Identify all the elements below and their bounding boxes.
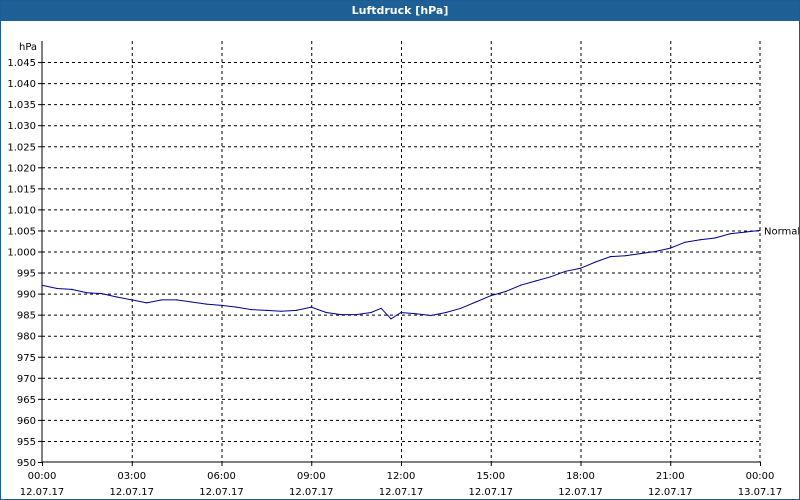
data-point	[714, 237, 716, 239]
y-axis-unit-label: hPa	[19, 42, 37, 53]
data-point	[535, 280, 537, 282]
data-point	[325, 311, 327, 314]
y-tick-label: 965	[17, 395, 36, 406]
data-point	[490, 295, 492, 297]
data-point	[684, 241, 686, 243]
data-point	[355, 314, 357, 316]
data-point	[609, 256, 612, 258]
data-point	[131, 299, 133, 301]
x-tick-time-label: 21:00	[656, 471, 685, 482]
data-point	[579, 267, 582, 269]
data-point	[176, 299, 178, 301]
x-tick-time-label: 06:00	[207, 471, 236, 482]
x-tick-date-label: 12.07.17	[558, 487, 603, 498]
x-tick-time-label: 15:00	[476, 471, 505, 482]
data-point	[86, 292, 88, 294]
data-point	[71, 288, 73, 290]
data-point	[161, 299, 163, 301]
y-tick-label: 1.020	[7, 163, 36, 174]
x-tick-time-label: 00:00	[746, 471, 775, 482]
x-tick-date-label: 12.07.17	[109, 487, 154, 498]
data-point	[475, 301, 477, 303]
series-label: Normal	[764, 226, 799, 237]
x-tick-time-label: 00:00	[28, 471, 57, 482]
y-tick-label: 975	[17, 353, 36, 364]
data-point	[56, 287, 58, 290]
data-point	[101, 293, 103, 295]
x-tick-date-label: 13.07.17	[738, 487, 783, 498]
data-point	[280, 310, 282, 312]
data-point	[295, 309, 297, 311]
data-point	[594, 261, 597, 263]
y-axis: 950 955 960 965 970 975 980 985 990 995 1.000 1.005…	[7, 58, 36, 469]
data-point	[370, 311, 372, 314]
x-axis: 00:00 12.07.17 03:00 12.07.17 06:00 12.07.17 0…	[20, 471, 783, 498]
y-tick-label: 1.030	[7, 121, 36, 132]
y-tick-label: 1.035	[7, 100, 36, 111]
chart-title: Luftdruck [hPa]	[1, 1, 799, 21]
data-point	[654, 250, 656, 253]
y-tick-label: 1.040	[7, 79, 36, 90]
y-tick-label: 1.015	[7, 184, 36, 195]
x-tick-time-label: 09:00	[297, 471, 326, 482]
y-tick-label: 980	[17, 332, 36, 343]
data-point	[235, 306, 238, 308]
data-point	[759, 229, 761, 231]
data-point	[41, 284, 43, 286]
data-point	[520, 284, 522, 286]
data-point	[445, 311, 447, 314]
x-tick-date-label: 12.07.17	[379, 487, 424, 498]
data-point	[624, 255, 627, 257]
data-point	[564, 270, 567, 272]
y-tick-label: 1.000	[7, 248, 36, 259]
data-point	[430, 314, 432, 317]
data-point	[390, 318, 392, 320]
data-point	[116, 296, 118, 298]
data-point	[146, 302, 148, 304]
data-point	[639, 253, 641, 255]
data-point	[744, 231, 746, 233]
x-tick-time-label: 12:00	[387, 471, 416, 482]
y-tick-label: 1.010	[7, 205, 36, 216]
data-point	[265, 309, 267, 311]
y-tick-label: 955	[17, 437, 36, 448]
data-point	[205, 303, 208, 305]
data-point	[191, 301, 193, 303]
data-point	[415, 313, 417, 315]
y-tick-label: 985	[17, 311, 36, 322]
chart-grid	[38, 41, 761, 466]
data-point	[310, 306, 312, 308]
data-point	[699, 239, 701, 241]
y-tick-label: 990	[17, 290, 36, 301]
y-tick-label: 1.025	[7, 142, 36, 153]
y-tick-label: 960	[17, 416, 36, 427]
x-tick-date-label: 12.07.17	[289, 487, 334, 498]
x-tick-date-label: 12.07.17	[648, 487, 693, 498]
data-point	[220, 304, 223, 306]
y-tick-label: 995	[17, 269, 36, 280]
chart-series: Normal	[41, 226, 799, 320]
x-tick-time-label: 03:00	[117, 471, 146, 482]
x-tick-date-label: 12.07.17	[20, 487, 65, 498]
data-point	[729, 233, 731, 235]
data-point	[669, 247, 671, 249]
data-point	[340, 314, 342, 316]
y-tick-label: 950	[17, 458, 36, 469]
data-point	[250, 309, 252, 311]
data-point	[400, 311, 402, 314]
y-tick-label: 1.045	[7, 58, 36, 69]
x-tick-date-label: 12.07.17	[199, 487, 244, 498]
x-tick-date-label: 12.07.17	[468, 487, 513, 498]
data-point	[460, 307, 462, 309]
data-point	[505, 290, 507, 293]
x-tick-time-label: 18:00	[566, 471, 595, 482]
y-tick-label: 970	[17, 374, 36, 385]
y-tick-label: 1.005	[7, 226, 36, 237]
data-point	[380, 307, 382, 309]
series-line	[41, 229, 761, 320]
data-point	[550, 276, 552, 278]
